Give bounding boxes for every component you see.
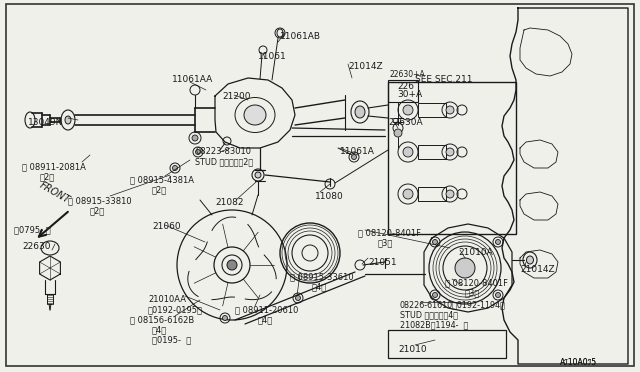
Text: （4）: （4） <box>312 282 327 291</box>
Text: 21010: 21010 <box>398 345 427 354</box>
Bar <box>388 80 418 102</box>
Text: 21010AA: 21010AA <box>148 295 186 304</box>
Circle shape <box>495 292 500 298</box>
Text: （3）: （3） <box>465 288 481 297</box>
Text: （3）: （3） <box>378 238 394 247</box>
Text: Aℐ10A0ℐ5: Aℐ10A0ℐ5 <box>560 358 597 367</box>
Text: 13049N: 13049N <box>28 118 63 127</box>
Text: Ⓝ 08911-20610: Ⓝ 08911-20610 <box>235 305 298 314</box>
Text: Aℐ10A0ℐ5: Aℐ10A0ℐ5 <box>560 358 597 367</box>
Text: 11080: 11080 <box>315 192 344 201</box>
Text: ）0192-0195）: ）0192-0195） <box>148 305 203 314</box>
Text: SEE SEC.211: SEE SEC.211 <box>415 75 472 84</box>
Text: 21014Z: 21014Z <box>520 265 555 274</box>
Text: STUD スタッド（4）: STUD スタッド（4） <box>400 310 458 319</box>
Circle shape <box>173 166 177 170</box>
Ellipse shape <box>355 106 365 118</box>
Text: 08223-83010: 08223-83010 <box>195 147 251 156</box>
Circle shape <box>296 295 301 301</box>
Circle shape <box>433 240 438 244</box>
Circle shape <box>403 147 413 157</box>
Text: Ⓝ 08911-2081A: Ⓝ 08911-2081A <box>22 162 86 171</box>
Text: 226: 226 <box>397 82 414 91</box>
Circle shape <box>446 106 454 114</box>
Text: 21060: 21060 <box>152 222 180 231</box>
Text: ）0795- ）: ）0795- ） <box>14 225 51 234</box>
Text: Ⓑ 08156-6162B: Ⓑ 08156-6162B <box>130 315 195 324</box>
Circle shape <box>394 129 402 137</box>
Circle shape <box>403 189 413 199</box>
Text: 21082: 21082 <box>215 198 243 207</box>
Text: Ⓑ 08120-8401F: Ⓑ 08120-8401F <box>358 228 421 237</box>
Text: 11061A: 11061A <box>340 147 375 156</box>
Circle shape <box>223 315 227 321</box>
Circle shape <box>446 148 454 156</box>
Ellipse shape <box>244 105 266 125</box>
Text: Ⓜ 08915-33810: Ⓜ 08915-33810 <box>68 196 132 205</box>
Text: 11061AA: 11061AA <box>172 75 213 84</box>
Text: 11061AB: 11061AB <box>280 32 321 41</box>
Circle shape <box>227 260 237 270</box>
Text: （2）: （2） <box>40 172 55 181</box>
Text: 08226-61610）0192-1194）: 08226-61610）0192-1194） <box>400 300 506 309</box>
Ellipse shape <box>65 116 71 124</box>
Text: 21200: 21200 <box>222 92 250 101</box>
Text: ）0195-  ）: ）0195- ） <box>152 335 191 344</box>
Circle shape <box>455 258 475 278</box>
Text: 21082B）1194-  ）: 21082B）1194- ） <box>400 320 468 329</box>
Text: Ⓟ 08915-4381A: Ⓟ 08915-4381A <box>130 175 194 184</box>
Bar <box>388 82 516 234</box>
Bar <box>418 103 446 117</box>
Text: 21010A: 21010A <box>458 248 493 257</box>
Circle shape <box>351 154 356 160</box>
Text: Ⓟ 08915-33610: Ⓟ 08915-33610 <box>290 272 354 281</box>
Bar <box>418 145 446 159</box>
Text: （4）: （4） <box>258 315 273 324</box>
Circle shape <box>195 150 200 154</box>
Text: 22630A: 22630A <box>388 118 422 127</box>
Ellipse shape <box>527 256 534 264</box>
Text: 21014Z: 21014Z <box>348 62 383 71</box>
Text: 30+A: 30+A <box>397 90 422 99</box>
Bar <box>388 330 506 358</box>
Text: STUD スタッド（2）: STUD スタッド（2） <box>195 157 253 166</box>
Text: 21051: 21051 <box>368 258 397 267</box>
Circle shape <box>446 190 454 198</box>
Text: Ⓑ 08120-8401F: Ⓑ 08120-8401F <box>445 278 508 287</box>
Circle shape <box>403 105 413 115</box>
Text: （4）: （4） <box>152 325 167 334</box>
Bar <box>418 187 446 201</box>
Circle shape <box>433 292 438 298</box>
Circle shape <box>495 240 500 244</box>
Text: （2）: （2） <box>152 185 167 194</box>
Circle shape <box>192 135 198 141</box>
Text: FRONT: FRONT <box>38 180 72 205</box>
Text: （2）: （2） <box>90 206 105 215</box>
Text: 11061: 11061 <box>258 52 287 61</box>
Text: 22630+A: 22630+A <box>390 70 426 79</box>
Text: 22630: 22630 <box>22 242 51 251</box>
Circle shape <box>255 172 261 178</box>
